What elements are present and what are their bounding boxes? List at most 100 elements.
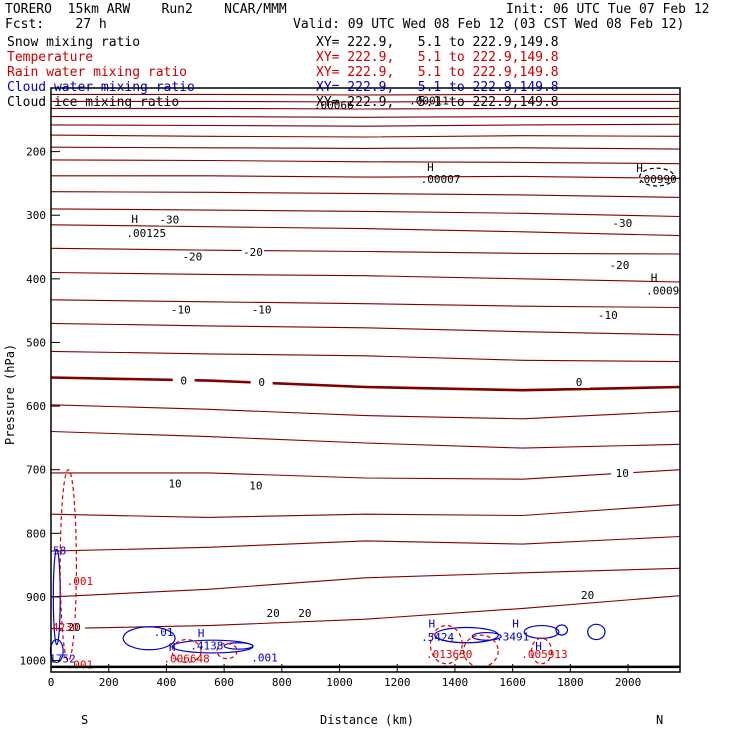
cloud-water-contour (471, 631, 502, 641)
y-tick-label: 900 (26, 591, 46, 604)
isotherm-label-bg (241, 246, 264, 259)
cloud-ice-label: .00990 (637, 173, 677, 186)
x-tick-label: 1000 (326, 676, 353, 689)
high-marker: H (636, 162, 643, 175)
isotherm-label-bg (169, 303, 192, 316)
legend-temperature: Temperature (7, 50, 94, 65)
cloud-water-label: .001 (251, 651, 278, 664)
plot-frame (50, 87, 681, 673)
isotherm-label: 10 (168, 478, 181, 491)
x-tick-label: 1600 (499, 676, 526, 689)
isotherm-label-bg (172, 374, 195, 387)
high-marker: H (131, 213, 138, 226)
isotherm-line (50, 430, 681, 449)
rain-label: .013630 (426, 648, 472, 661)
isotherm-label-bg (262, 606, 285, 619)
isotherm-line (50, 134, 681, 138)
y-tick-label: 400 (26, 273, 46, 286)
cloud-water-contour (555, 624, 569, 636)
isotherm-line (50, 299, 681, 309)
isotherm-label: -20 (182, 251, 202, 264)
isotherm-line (50, 271, 681, 283)
isotherm-label: 10 (616, 467, 629, 480)
isotherm-label: -20 (243, 246, 263, 259)
cloud-ice-contour (639, 167, 675, 187)
legend-rain-xy: XY= 222.9, 5.1 to 222.9,149.8 (316, 65, 559, 80)
y-tick-label: 1000 (20, 655, 47, 668)
header-model: TORERO 15km ARW Run2 NCAR/MMM (5, 2, 287, 17)
legend-rain: Rain water mixing ratio (7, 65, 188, 80)
y-tick-label: 800 (26, 527, 46, 540)
y-tick-label: 700 (26, 464, 46, 477)
x-end-label-south: S (81, 713, 88, 727)
x-tick-label: 0 (48, 676, 55, 689)
x-tick-label: 400 (156, 676, 176, 689)
cloud-water-contour (434, 626, 499, 644)
isotherm-label: 20 (298, 607, 311, 620)
isotherm-label-bg (158, 213, 181, 226)
x-tick-label: 1400 (442, 676, 469, 689)
y-tick-label: 500 (26, 336, 46, 349)
x-axis-label: Distance (km) (320, 713, 414, 727)
x-tick-label: 800 (272, 676, 292, 689)
rain-label: .001 (67, 575, 94, 588)
isotherm-label: 0 (180, 375, 187, 388)
x-tick-label: 2000 (615, 676, 642, 689)
legend-cloud-ice-xy: XY= 222.9, 5.1 to 222.9,149.8 (316, 95, 559, 110)
isotherm-line (50, 567, 681, 598)
high-marker: H (651, 272, 658, 285)
isotherm-label: -10 (252, 303, 272, 316)
isotherm-label-bg (293, 606, 316, 619)
isotherm-line (51, 175, 681, 179)
cloud-water-contour (523, 624, 560, 639)
isotherm-label-bg (250, 375, 273, 388)
rain-contour (59, 469, 77, 662)
isotherm-line (51, 93, 680, 96)
cloud-water-label: 1752 (49, 653, 76, 666)
high-marker: H (535, 640, 542, 653)
isotherm-label-bg (611, 216, 634, 229)
x-end-label-north: N (656, 713, 663, 727)
cloud-ice-label: .00007 (421, 173, 461, 186)
isotherm-label-bg (164, 477, 187, 490)
rain-contour (429, 624, 463, 665)
x-tick-label: 1800 (557, 676, 584, 689)
header-init: Init: 06 UTC Tue 07 Feb 12 (506, 2, 710, 17)
isotherm-label: 0 (576, 376, 583, 389)
isotherm-label: -30 (612, 217, 632, 230)
high-marker: H (169, 641, 176, 654)
cloud-water-label: .01 (154, 626, 174, 639)
x-tick-label: 600 (214, 676, 234, 689)
cloud-water-label: .5424 (421, 631, 454, 644)
legend-cloud-ice: Cloud ice mixing ratio (7, 95, 180, 110)
isotherm-line (51, 116, 680, 118)
high-marker: H (429, 618, 436, 631)
cloud-water-contour (587, 623, 606, 641)
y-tick-label: 600 (26, 400, 46, 413)
high-marker: H (198, 627, 205, 640)
y-axis-label: Pressure (hPa) (3, 344, 17, 445)
cloud-water-contour (122, 626, 176, 651)
isotherm-line (50, 504, 681, 518)
isotherm-line (51, 107, 680, 110)
isotherm-label: 10 (249, 480, 262, 493)
rain-contour (530, 637, 553, 665)
isotherm-line (51, 469, 681, 480)
rain-contour (171, 638, 202, 664)
y-tick-label: 300 (26, 209, 46, 222)
isotherm-label-bg (608, 258, 631, 271)
isotherm-line (50, 191, 681, 198)
rain-contour (216, 642, 238, 660)
rain-contour (463, 634, 499, 668)
rain-label: 4230 (52, 621, 79, 634)
rain-label: .005913 (521, 648, 567, 661)
isotherm-label: 0 (258, 376, 265, 389)
cloud-water-contour (223, 642, 254, 650)
header-valid: Valid: 09 UTC Wed 08 Feb 12 (03 CST Wed … (293, 17, 685, 32)
isotherm-line (50, 535, 681, 552)
isotherm-line (50, 146, 681, 150)
legend-snow-xy: XY= 222.9, 5.1 to 222.9,149.8 (316, 35, 559, 50)
y-tick-label: 200 (26, 146, 46, 159)
high-marker: H (427, 161, 434, 174)
